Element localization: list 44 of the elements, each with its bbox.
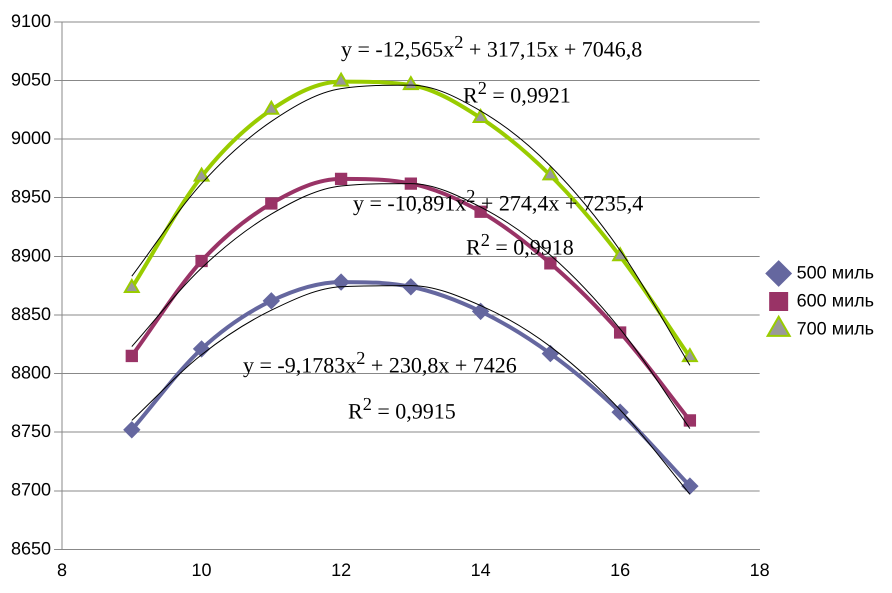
point xyxy=(334,172,348,186)
x-tick-label: 10 xyxy=(192,560,212,580)
x-tick-label: 16 xyxy=(610,560,630,580)
point xyxy=(472,108,489,123)
point xyxy=(332,274,350,291)
point xyxy=(126,350,138,362)
legend-label: 500 миль xyxy=(796,262,874,282)
x-tick-label: 18 xyxy=(750,560,770,580)
point xyxy=(612,404,629,421)
point xyxy=(684,414,696,427)
y-tick-label: 9100 xyxy=(10,10,52,31)
point xyxy=(542,166,558,180)
x-tick-label: 8 xyxy=(57,560,68,580)
point xyxy=(333,72,350,87)
x-tick-label: 12 xyxy=(331,560,352,580)
point xyxy=(681,478,698,495)
annotation: R$^{2}$ = 0,9915 xyxy=(348,394,456,424)
annotation: y = -12,565x$^{2}$ + 317,15x + 7046,8 xyxy=(341,32,642,62)
y-tick-label: 8750 xyxy=(10,421,52,442)
point xyxy=(614,326,626,339)
legend-label: 700 миль xyxy=(796,318,874,338)
legend-label: 600 миль xyxy=(796,290,874,310)
point xyxy=(265,197,278,210)
y-tick-label: 9050 xyxy=(10,69,52,90)
point xyxy=(263,100,280,115)
y-tick-label: 8850 xyxy=(10,304,52,324)
point xyxy=(542,345,559,362)
y-tick-label: 8900 xyxy=(10,245,52,266)
y-tick-label: 9000 xyxy=(10,128,52,148)
point xyxy=(193,340,210,358)
annotation: R$^{2}$ = 0,9921 xyxy=(463,78,571,108)
point xyxy=(404,177,418,190)
y-tick-label: 8700 xyxy=(10,480,52,500)
point xyxy=(194,168,210,182)
point xyxy=(262,292,280,310)
point xyxy=(123,421,140,438)
point xyxy=(472,302,490,320)
annotation: y = -9,1783x$^{2}$ + 230,8x + 7426 xyxy=(243,348,517,378)
y-tick-label: 8950 xyxy=(10,186,52,207)
y-tick-label: 8800 xyxy=(10,362,52,382)
point xyxy=(544,257,557,270)
y-tick-label: 8650 xyxy=(10,538,52,558)
point xyxy=(195,254,208,268)
x-tick-label: 14 xyxy=(470,560,491,580)
